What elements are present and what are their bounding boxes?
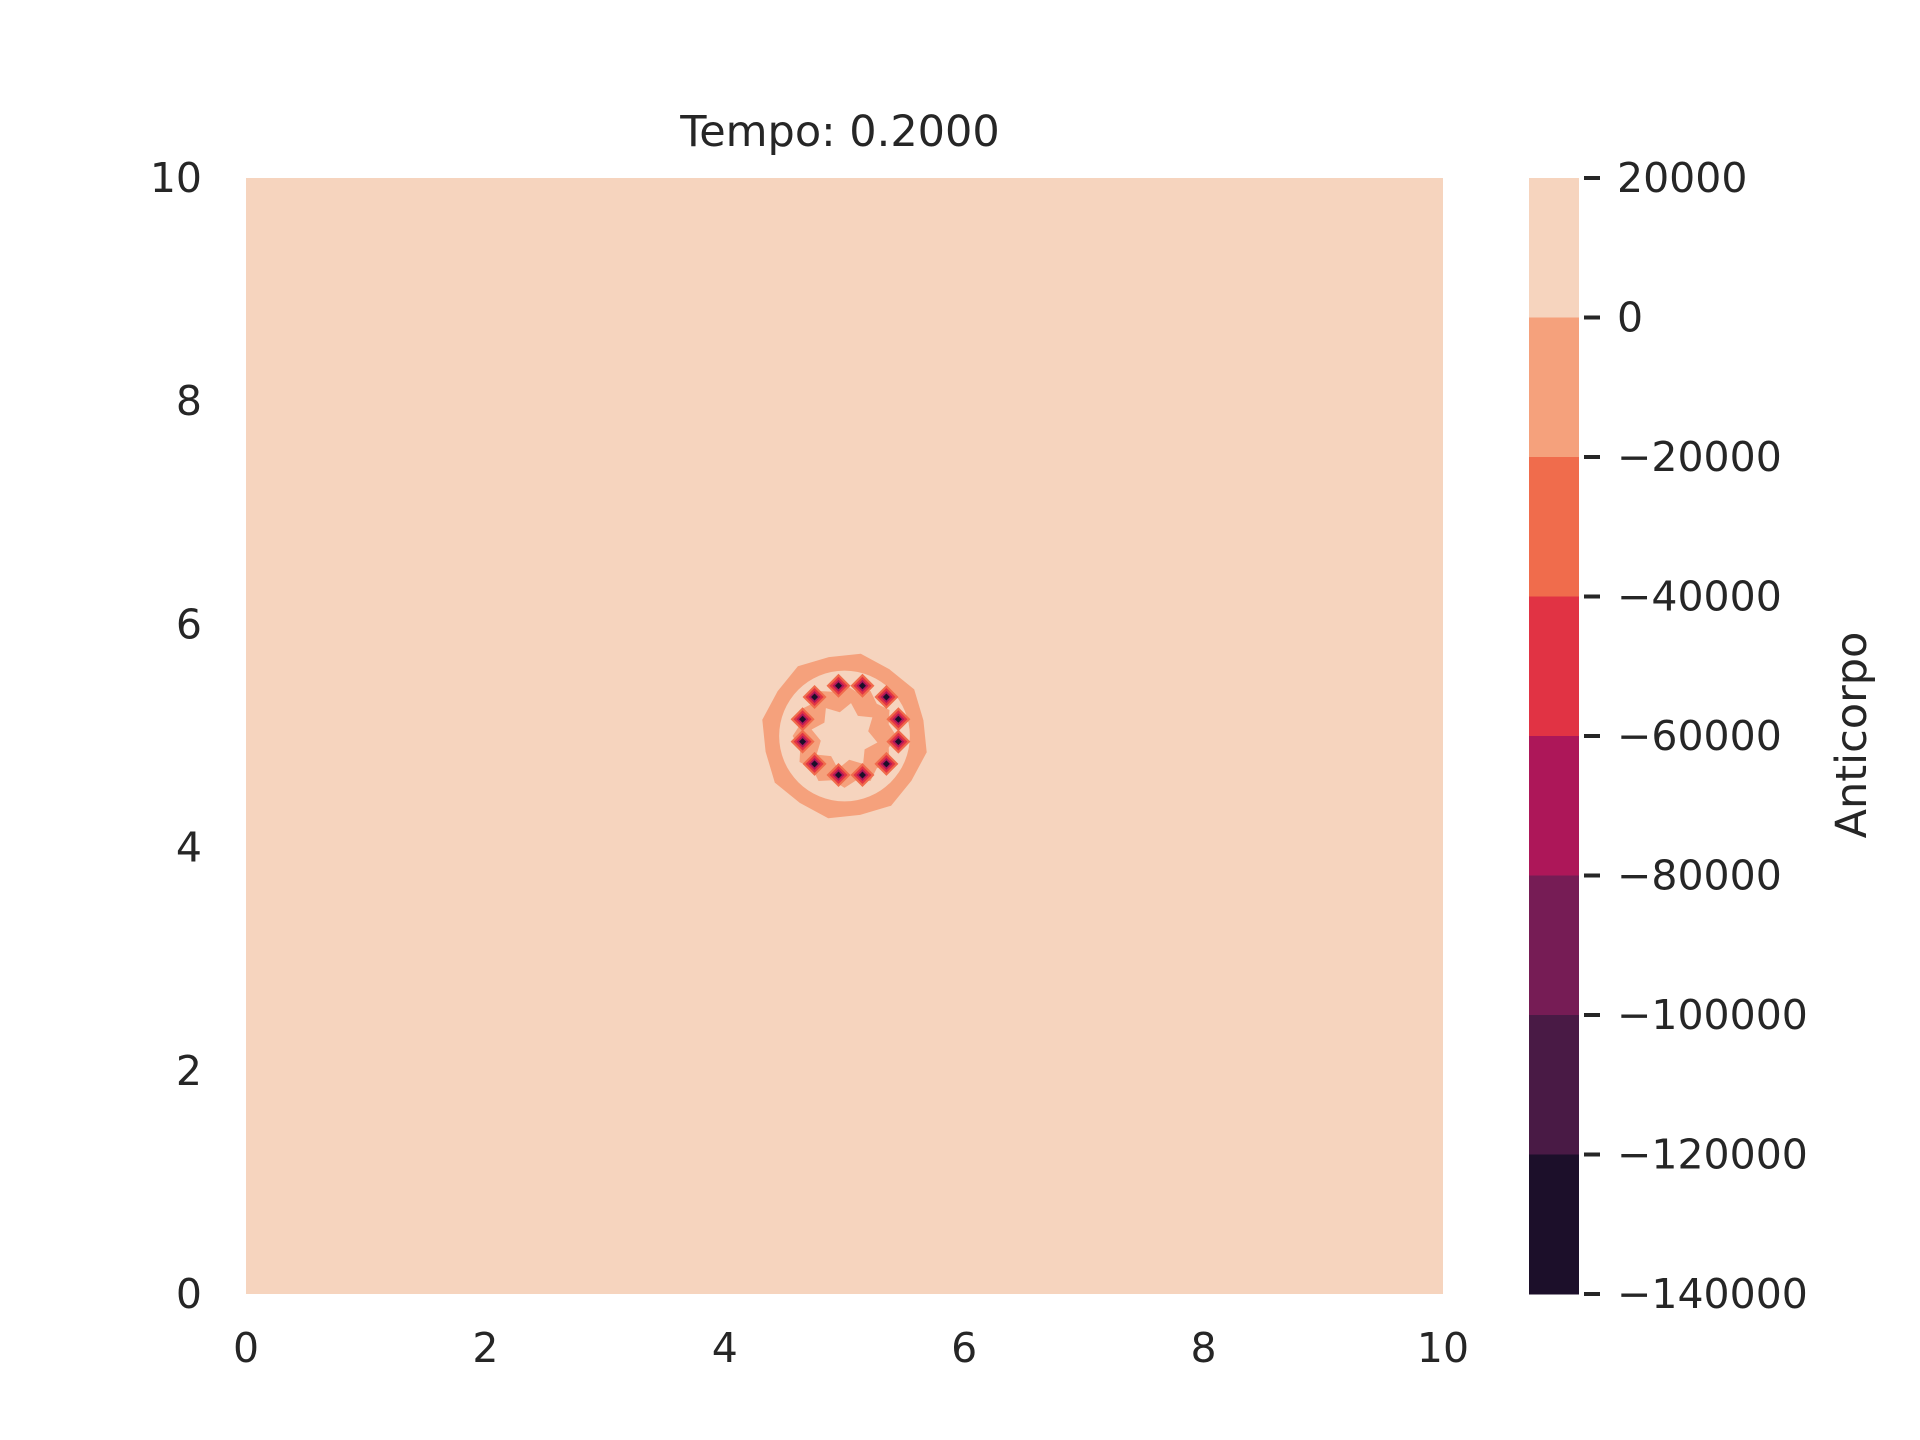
- x-axis: 0 2 4 6 8 10: [233, 1324, 1469, 1372]
- dark-spot: [790, 707, 815, 732]
- x-tick-label: 10: [1417, 1324, 1469, 1372]
- colorbar: 20000 0 −20000 −40000 −60000 −80000 −100000 −12…: [1529, 154, 1808, 1318]
- colorbar-segment: [1529, 736, 1579, 876]
- colorbar-label: Anticorpo: [1827, 632, 1877, 839]
- dark-spot: [802, 751, 827, 776]
- y-tick-label: 2: [176, 1047, 202, 1095]
- colorbar-segment: [1529, 596, 1579, 737]
- x-tick-label: 0: [233, 1324, 259, 1372]
- dark-spot: [802, 684, 827, 709]
- colorbar-segment: [1529, 1015, 1579, 1155]
- colorbar-segment: [1529, 1154, 1579, 1295]
- dark-spot: [874, 684, 899, 709]
- colorbar-segment: [1529, 875, 1579, 1016]
- dark-spot: [886, 707, 911, 732]
- y-tick-label: 8: [176, 377, 202, 425]
- y-tick-label: 0: [176, 1270, 202, 1318]
- dark-spot: [850, 763, 875, 788]
- colorbar-tick-label: −100000: [1617, 991, 1808, 1039]
- colorbar-tick-label: −140000: [1617, 1270, 1808, 1318]
- chart-title: Tempo: 0.2000: [679, 107, 1000, 157]
- colorbar-segment: [1529, 178, 1579, 318]
- x-tick-label: 6: [951, 1324, 977, 1372]
- dark-spot: [874, 751, 899, 776]
- plot-area: [246, 178, 1443, 1294]
- y-tick-label: 4: [176, 824, 202, 872]
- y-tick-label: 6: [176, 600, 202, 648]
- colorbar-tick-label: −120000: [1617, 1131, 1808, 1179]
- x-tick-label: 8: [1191, 1324, 1217, 1372]
- y-axis: 0 2 4 6 8 10: [150, 154, 202, 1318]
- colorbar-segment: [1529, 317, 1579, 458]
- colorbar-tick-label: 20000: [1617, 154, 1747, 202]
- colorbar-tick-label: −80000: [1617, 852, 1782, 900]
- dark-spot: [790, 729, 815, 754]
- colorbar-segment: [1529, 457, 1579, 597]
- y-tick-label: 10: [150, 154, 202, 202]
- dark-spot: [886, 729, 911, 754]
- inner-hole: [811, 703, 878, 769]
- dark-spot: [826, 673, 851, 698]
- x-tick-label: 4: [712, 1324, 738, 1372]
- colorbar-tick-label: 0: [1617, 294, 1643, 342]
- colorbar-tick-label: −40000: [1617, 573, 1782, 621]
- x-tick-label: 2: [472, 1324, 498, 1372]
- colorbar-tick-label: −60000: [1617, 712, 1782, 760]
- dark-spot: [826, 763, 851, 788]
- colorbar-tick-label: −20000: [1617, 433, 1782, 481]
- dark-spot: [850, 673, 875, 698]
